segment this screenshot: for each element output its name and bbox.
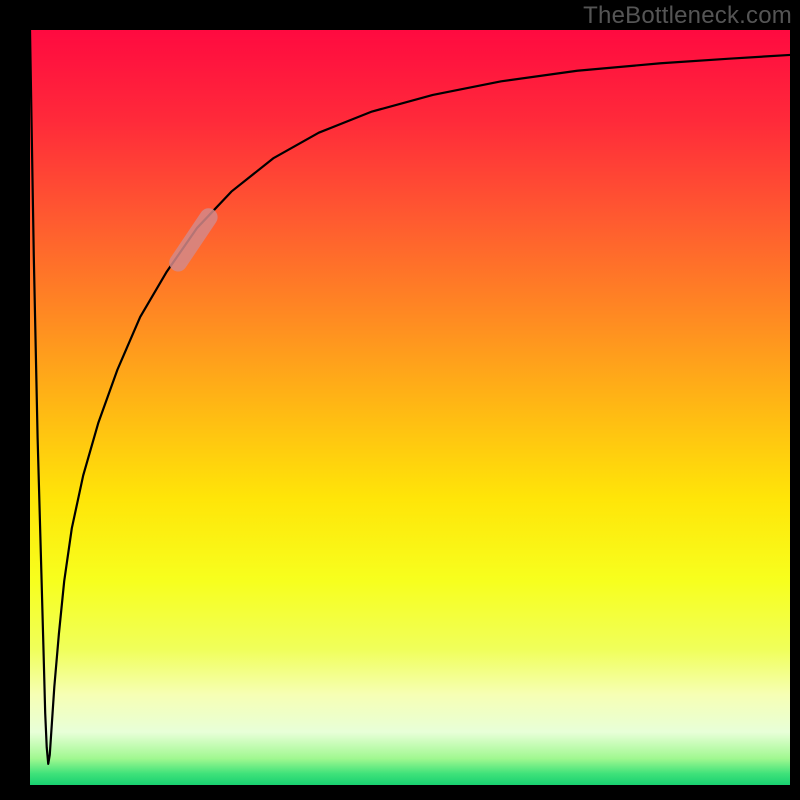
chart-svg (0, 0, 800, 800)
plot-background (30, 30, 790, 785)
bottleneck-chart: TheBottleneck.com (0, 0, 800, 800)
watermark-text: TheBottleneck.com (583, 2, 792, 30)
